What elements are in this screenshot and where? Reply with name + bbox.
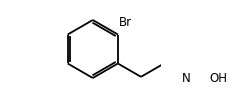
Text: N: N	[181, 72, 189, 85]
Text: OH: OH	[208, 72, 226, 85]
Text: Br: Br	[118, 16, 131, 29]
